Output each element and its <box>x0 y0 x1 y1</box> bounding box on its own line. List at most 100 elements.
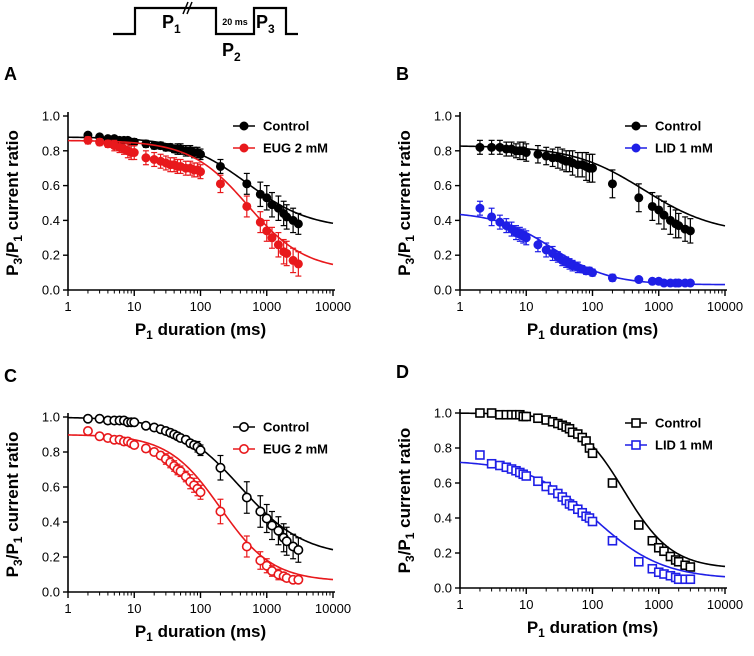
series-control: Control <box>459 408 726 572</box>
legend-label: LID 1 mM <box>655 141 713 156</box>
x-tick-label: 10000 <box>315 299 351 314</box>
series-eug-2-mm: EUG 2 mM <box>67 425 334 585</box>
data-point <box>607 273 617 283</box>
x-tick-label: 10000 <box>707 299 743 314</box>
protocol-break-mark-1 <box>182 1 189 15</box>
data-point <box>196 149 205 159</box>
y-axis-label: P3/P1 current ratio <box>395 130 417 276</box>
y-tick-label: 0.0 <box>434 283 452 298</box>
data-point <box>273 240 283 250</box>
data-point <box>129 417 140 428</box>
series-eug-2-mm: EUG 2 mM <box>67 135 334 277</box>
panel-d: D 0.0 0.2 0.4 0.6 0.8 1.0 1 10 100 1000 10000 P1 dur… <box>395 362 743 640</box>
data-point <box>588 268 597 278</box>
data-point <box>242 201 252 211</box>
data-point <box>293 259 303 269</box>
y-tick-label: 1.0 <box>434 406 452 421</box>
y-tick-label: 0.6 <box>434 178 452 193</box>
protocol-break-mark-2 <box>186 1 193 15</box>
data-point <box>273 525 284 536</box>
legend-label: EUG 2 mM <box>263 442 328 457</box>
y-tick-label: 0.6 <box>434 476 452 491</box>
protocol-p1-label: P1 <box>162 12 181 36</box>
data-point <box>486 408 497 418</box>
data-point <box>293 544 304 555</box>
data-point <box>634 520 644 530</box>
data-point <box>521 233 531 243</box>
data-point <box>241 541 252 552</box>
x-tick-label: 1000 <box>252 601 281 616</box>
data-point <box>261 513 272 524</box>
panel-letter-c: C <box>4 366 17 386</box>
y-tick-label: 0.2 <box>434 248 452 263</box>
x-tick-label: 100 <box>190 299 212 314</box>
y-tick-label: 0.4 <box>42 515 60 530</box>
data-point <box>140 420 151 431</box>
data-point <box>129 148 139 158</box>
legend-marker <box>239 421 250 432</box>
data-point <box>94 431 105 442</box>
data-point <box>607 535 618 546</box>
protocol-diagram: P1 20 ms P2 P3 <box>113 1 298 64</box>
data-point <box>607 179 617 189</box>
y-tick-label: 1.0 <box>434 109 452 124</box>
x-axis-label: P1 duration (ms) <box>135 622 266 644</box>
data-point <box>282 248 292 258</box>
data-point <box>95 137 105 147</box>
data-point <box>140 443 151 454</box>
data-point <box>654 205 664 215</box>
panel-b: B 0.0 0.2 0.4 0.6 0.8 1.0 1 10 100 1000 10000 P1 dur… <box>395 64 743 342</box>
data-point <box>82 413 93 424</box>
x-tick-label: 100 <box>190 601 212 616</box>
legend-label: Control <box>263 420 309 435</box>
y-tick-label: 0.6 <box>42 178 60 193</box>
y-tick-label: 0.0 <box>42 283 60 298</box>
data-point <box>487 212 497 222</box>
legend-label: Control <box>263 119 309 134</box>
y-tick-label: 0.2 <box>42 550 60 565</box>
x-tick-label: 10000 <box>315 601 351 616</box>
protocol-p3-label: P3 <box>256 12 275 36</box>
data-point <box>685 574 696 585</box>
data-point <box>634 275 644 285</box>
data-point <box>659 546 669 557</box>
x-tick-label: 100 <box>582 597 604 612</box>
legend-label: Control <box>655 416 701 431</box>
data-point <box>588 163 597 173</box>
x-tick-label: 10000 <box>707 597 743 612</box>
data-point <box>196 167 205 177</box>
legend-label: EUG 2 mM <box>263 141 328 156</box>
y-tick-label: 0.4 <box>434 213 452 228</box>
data-point <box>273 203 283 213</box>
legend-marker <box>631 121 641 131</box>
data-point <box>521 471 532 481</box>
series-lid-1-mm: LID 1 mM <box>459 438 726 585</box>
legend-marker <box>631 440 641 450</box>
x-axis-label: P1 duration (ms) <box>527 618 658 640</box>
data-point <box>293 574 304 585</box>
data-point <box>475 408 485 418</box>
data-point <box>266 520 277 531</box>
y-tick-label: 0.8 <box>434 143 452 158</box>
data-point <box>242 179 252 189</box>
data-point <box>255 555 266 566</box>
data-point <box>281 536 292 547</box>
legend-marker <box>631 418 641 428</box>
data-point <box>83 135 93 145</box>
protocol-p2-label: P2 <box>222 40 241 64</box>
protocol-gap-label: 20 ms <box>222 17 248 27</box>
data-point <box>267 233 277 243</box>
x-axis-label: P1 duration (ms) <box>527 320 658 342</box>
x-tick-label: 1000 <box>644 299 673 314</box>
data-point <box>262 193 272 203</box>
panel-c: C 0.0 0.2 0.4 0.6 0.8 1.0 1 10 100 1000 10000 P1 dur… <box>3 366 351 644</box>
data-point <box>255 217 265 227</box>
data-point <box>255 506 266 517</box>
chart-panels: A 0.0 0.2 0.4 0.6 0.8 1.0 1 10 100 1000 10000 P1 dur… <box>3 64 743 644</box>
y-tick-label: 0.8 <box>42 445 60 460</box>
data-point <box>94 413 105 424</box>
x-tick-label: 10 <box>519 597 533 612</box>
y-tick-label: 0.2 <box>42 248 60 263</box>
data-point <box>82 425 93 436</box>
data-point <box>685 278 695 288</box>
